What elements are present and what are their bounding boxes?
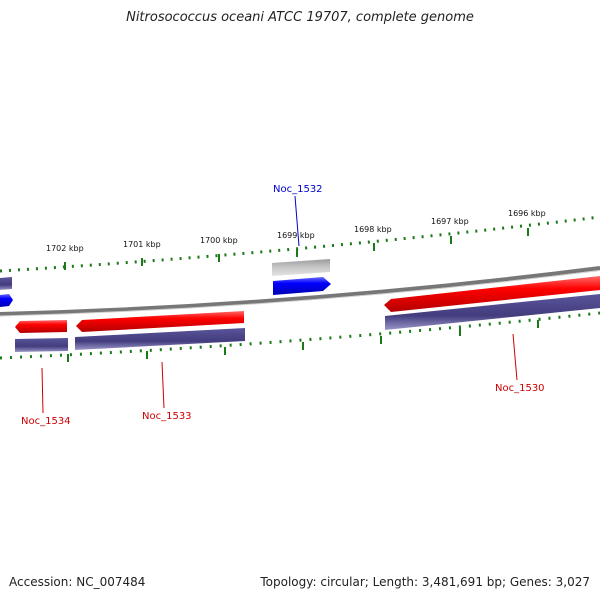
tick-label: 1697 kbp [431,217,469,226]
tick-label: 1698 kbp [354,225,392,234]
genome-backbone [0,266,600,316]
accession-text: Accession: NC_007484 [9,575,146,589]
inner-scale-ring [0,311,600,362]
tick-label: 1696 kbp [508,209,546,218]
tick-label: 1702 kbp [46,244,84,253]
tick-label: 1701 kbp [123,240,161,249]
forward-cds-track [15,276,600,333]
cds-noc-1530[interactable] [384,276,600,312]
leader-line-noc-1530 [512,333,518,381]
gene-noc-1530[interactable] [385,294,600,330]
genome-backbone-highlight [0,270,600,317]
tick-label: 1700 kbp [200,236,238,245]
gene-label-noc-1533[interactable]: Noc_1533 [142,411,192,422]
outer-scale-ring: 1702 kbp 1701 kbp 1700 kbp 1699 kbp 1698… [0,209,600,273]
tick-label: 1699 kbp [277,231,315,240]
reverse-cds-arrow[interactable] [0,294,13,307]
gene-label-noc-1534[interactable]: Noc_1534 [21,416,71,427]
gene-track [15,294,600,352]
gene-track-segment[interactable] [0,277,12,290]
gene-noc-1533[interactable] [75,328,245,350]
gene-noc-1534[interactable] [15,338,68,352]
gene-label-noc-1530[interactable]: Noc_1530 [495,383,545,394]
cds-noc-1532[interactable] [273,277,331,295]
inner-scale-dots [0,311,600,360]
topology-text: Topology: circular; Length: 3,481,691 bp… [260,575,590,589]
cds-noc-1534[interactable] [15,320,67,333]
gene-label-noc-1532[interactable]: Noc_1532 [273,184,323,195]
reverse-feature-noc-1532 [272,259,331,295]
misc-feature-noc-1532[interactable] [272,259,330,276]
cds-noc-1533[interactable] [76,311,244,332]
leader-line-noc-1534 [41,367,44,414]
leader-line-noc-1533 [161,361,165,409]
map-title: Nitrosococcus oceani ATCC 19707, complet… [126,10,474,25]
leader-line-noc-1532 [294,195,300,247]
edge-feature-left[interactable] [0,277,13,307]
